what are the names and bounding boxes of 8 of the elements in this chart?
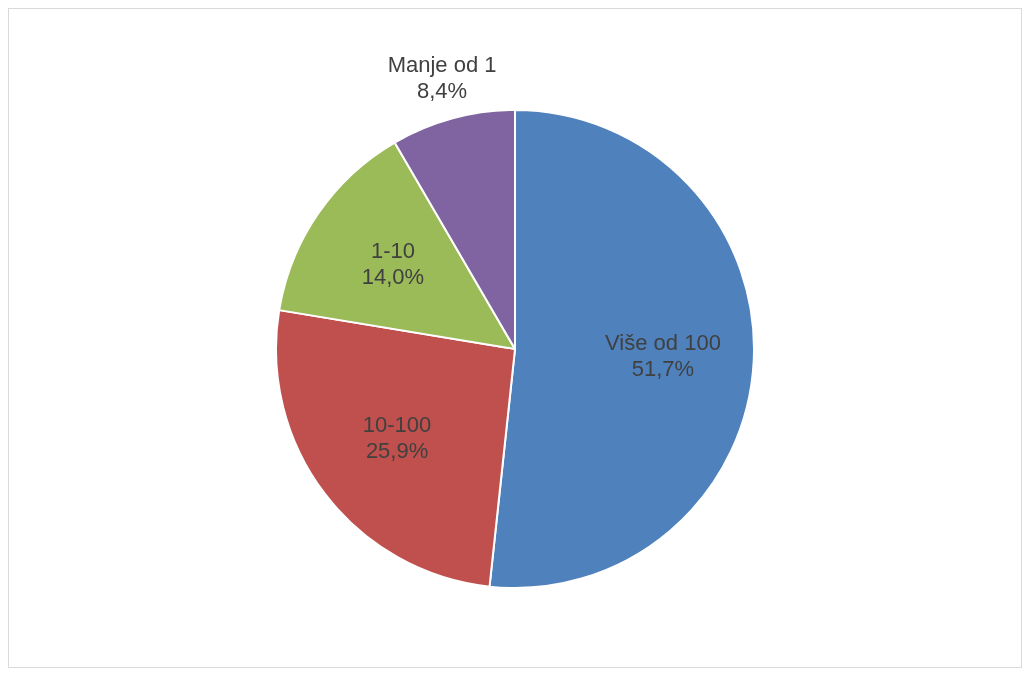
data-label: 51,7% <box>631 355 695 381</box>
slice-label: 1-10 <box>370 238 415 263</box>
slice-label: Više od 100 <box>605 329 721 355</box>
slice-label: 10-100 <box>362 411 432 437</box>
slice-label: Manje od 1 <box>387 52 497 78</box>
data-label: 14,0% <box>361 264 425 289</box>
data-label: 25,9% <box>365 437 429 463</box>
data-label: 8,4% <box>416 78 468 104</box>
